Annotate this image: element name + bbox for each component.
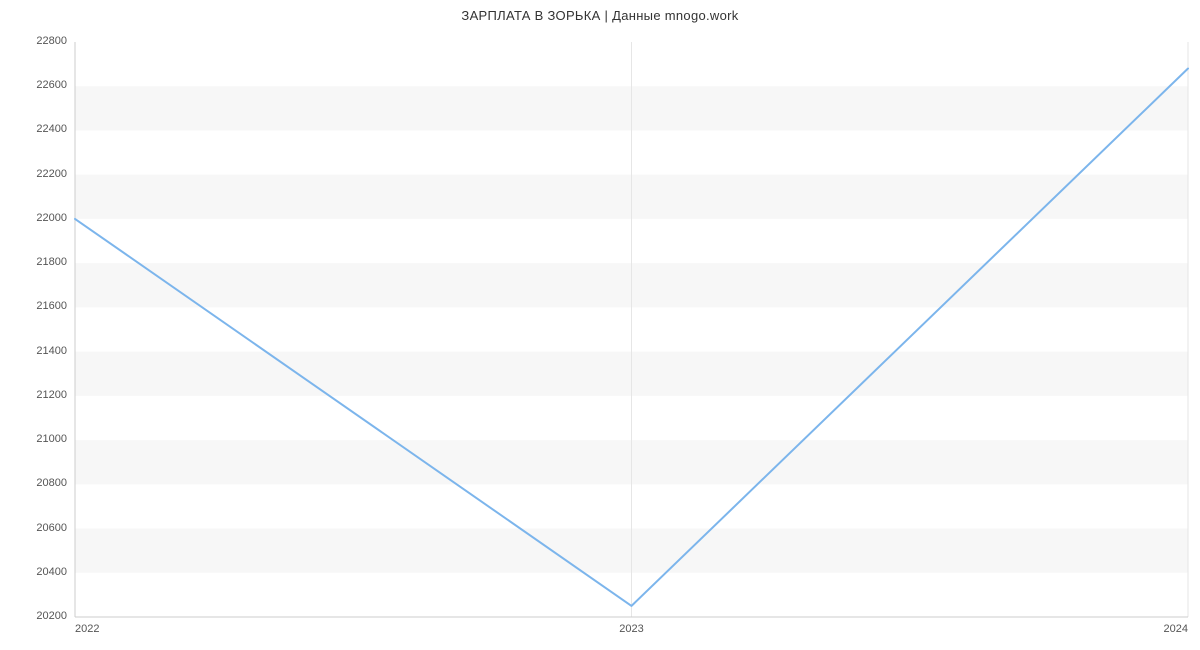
y-axis-tick-label: 21200: [36, 389, 67, 401]
y-axis-tick-label: 21400: [36, 345, 67, 357]
y-axis-tick-label: 20800: [36, 477, 67, 489]
y-axis-tick-label: 22800: [36, 35, 67, 47]
y-axis-tick-label: 22400: [36, 123, 67, 135]
y-axis-tick-label: 22000: [36, 212, 67, 224]
x-axis-tick-label: 2022: [75, 623, 99, 635]
y-axis-tick-label: 21800: [36, 256, 67, 268]
x-axis-tick-label: 2023: [619, 623, 643, 635]
chart-plot-area: [0, 0, 1200, 650]
y-axis-tick-label: 20600: [36, 522, 67, 534]
y-axis-tick-label: 22600: [36, 79, 67, 91]
y-axis-tick-label: 21600: [36, 300, 67, 312]
y-axis-tick-label: 21000: [36, 433, 67, 445]
x-axis-tick-label: 2024: [1164, 623, 1188, 635]
y-axis-tick-label: 22200: [36, 168, 67, 180]
salary-line-chart: ЗАРПЛАТА В ЗОРЬКА | Данные mnogo.work 20…: [0, 0, 1200, 650]
y-axis-tick-label: 20200: [36, 610, 67, 622]
y-axis-tick-label: 20400: [36, 566, 67, 578]
